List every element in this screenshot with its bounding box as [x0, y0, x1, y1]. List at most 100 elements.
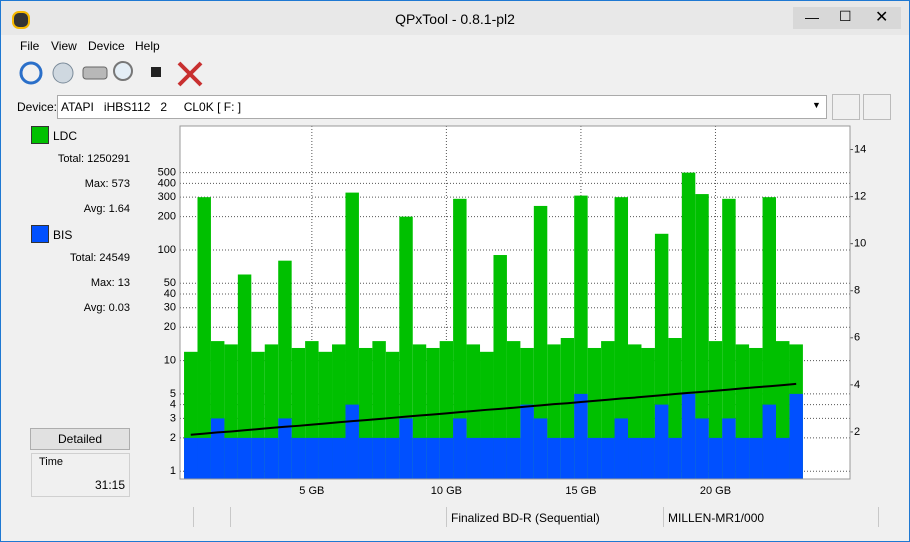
y-tick-label: 40: [164, 288, 176, 300]
menu-item[interactable]: Help: [135, 39, 160, 53]
y2-tick-label: 4: [854, 379, 860, 391]
bar: [776, 437, 790, 479]
bis-max: Max: 13: [90, 277, 130, 289]
toolbar[interactable]: [15, 59, 215, 87]
bar: [614, 197, 629, 479]
plot-border: [179, 125, 851, 480]
bar: [681, 393, 696, 479]
status-cell: Finalized BD-R (Sequential): [447, 507, 664, 527]
y-tick-label: 300: [158, 191, 176, 203]
y2-tick-label: 10: [854, 238, 866, 250]
device-value: ATAPI iHBS112 2 CL0K [ F: ]: [61, 100, 242, 114]
device-select[interactable]: ATAPI iHBS112 2 CL0K [ F: ] ▼: [57, 95, 827, 119]
bar: [533, 205, 548, 479]
y-tick-label: 3: [170, 412, 176, 424]
bar: [587, 437, 602, 479]
bar: [574, 393, 588, 479]
time-label: Time: [39, 456, 64, 468]
time-value: 31:15: [94, 478, 125, 492]
y2-tick-label: 2: [854, 426, 860, 438]
bar: [224, 437, 238, 479]
status-cell: [231, 507, 447, 527]
bar: [264, 437, 279, 479]
bar: [318, 437, 333, 479]
bis-avg: Avg: 0.03: [83, 302, 130, 314]
y-tick-label: 1: [170, 465, 176, 477]
bar: [251, 437, 265, 479]
bar: [601, 437, 615, 479]
bar: [722, 198, 736, 479]
bar: [399, 216, 413, 479]
bar: [237, 437, 252, 479]
y-tick-label: 500: [158, 167, 176, 179]
ldc-max: Max: 573: [84, 178, 130, 190]
speed-line: [190, 382, 797, 436]
x-tick-label: 20 GB: [700, 485, 731, 497]
disc-status: Finalized BD-R (Sequential): [451, 511, 600, 525]
ldc-avg: Avg: 1.64: [83, 203, 130, 215]
bar: [708, 437, 723, 479]
ldc-swatch: [31, 126, 49, 144]
bar: [358, 437, 373, 479]
bar: [412, 437, 427, 479]
bar: [278, 418, 292, 479]
menu-item[interactable]: File: [20, 39, 40, 53]
bar: [695, 418, 709, 479]
detailed-button[interactable]: Detailed: [30, 428, 130, 450]
bar: [184, 437, 198, 479]
bar: [466, 437, 481, 479]
bar: [762, 404, 777, 479]
media-id: MILLEN-MR1/000: [668, 511, 765, 525]
bar: [399, 418, 413, 479]
bar: [197, 437, 211, 479]
status-cell: [9, 507, 194, 527]
y-tick-label: 200: [158, 211, 176, 223]
y-tick-label: 100: [158, 244, 176, 256]
lock-button[interactable]: [863, 94, 891, 120]
bar: [506, 437, 521, 479]
bar: [345, 404, 359, 479]
y2-tick-label: 8: [854, 285, 860, 297]
bar: [614, 418, 629, 479]
bar: [453, 418, 467, 479]
y-tick-label: 2: [170, 432, 176, 444]
y2-tick-label: 14: [854, 143, 866, 155]
bar: [305, 437, 319, 479]
bar: [628, 437, 642, 479]
bar: [520, 404, 534, 479]
bar: [654, 404, 669, 479]
y-tick-label: 10: [164, 354, 176, 366]
bar: [641, 437, 655, 479]
ldc-legend: LDC: [53, 129, 78, 143]
window-controls[interactable]: — ☐ ✕: [793, 7, 901, 29]
y-tick-label: 400: [158, 177, 176, 189]
menu-item[interactable]: Device: [88, 39, 125, 53]
y-tick-label: 30: [164, 302, 176, 314]
bar: [533, 418, 548, 479]
time-box: Time 31:15: [31, 453, 130, 497]
bar: [237, 274, 252, 479]
window-title: QPxTool - 0.8.1-pl2: [395, 11, 515, 27]
x-tick-label: 5 GB: [299, 485, 324, 497]
chart: 1234510203040501002003004005002468101214…: [158, 125, 866, 497]
app-icon: [12, 11, 30, 29]
bar: [426, 437, 440, 479]
bar: [722, 418, 736, 479]
bar: [372, 437, 386, 479]
eject-button[interactable]: [832, 94, 860, 120]
bar: [291, 437, 306, 479]
menu-item[interactable]: View: [51, 39, 77, 53]
bar: [385, 437, 400, 479]
bar: [695, 194, 709, 479]
bar: [749, 437, 763, 479]
bar: [668, 437, 682, 479]
bar: [789, 393, 803, 479]
bar: [332, 437, 346, 479]
y2-tick-label: 6: [854, 332, 860, 344]
ldc-total: Total: 1250291: [57, 153, 130, 165]
bar: [439, 437, 454, 479]
y-tick-label: 5: [170, 388, 176, 400]
y2-tick-label: 12: [854, 191, 866, 203]
bar: [493, 437, 507, 479]
bar: [547, 437, 561, 479]
